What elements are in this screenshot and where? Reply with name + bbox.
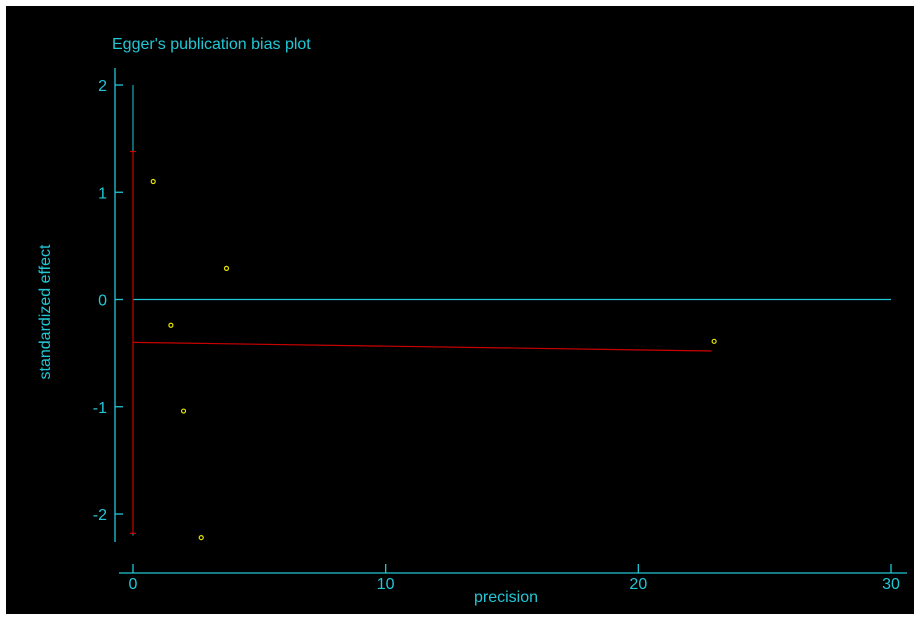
regression-line [132,341,712,352]
data-point [168,322,174,328]
data-point [198,534,204,541]
data-point [150,178,156,185]
y-tick-label: -2 [93,507,107,524]
data-point [223,265,230,271]
y-tick-label: 1 [98,185,107,202]
x-axis-label: precision [474,589,538,606]
chart-frame: Egger's publication bias plot precision … [6,6,914,614]
y-tick-label: 0 [98,293,107,310]
y-tick-label: -1 [93,400,107,417]
axes: 0 10 20 30 -2 -1 0 1 2 [93,68,907,593]
data-points [150,178,717,541]
plot-lines [130,85,891,536]
data-point [180,408,187,414]
y-tick-label: 2 [98,78,107,95]
egger-plot: Egger's publication bias plot precision … [37,36,907,606]
data-point [711,338,717,344]
x-tick-label: 10 [377,576,395,593]
x-tick-label: 0 [129,576,138,593]
x-tick-label: 30 [882,576,900,593]
chart-title: Egger's publication bias plot [112,36,311,53]
y-axis-label: standardized effect [37,244,54,379]
x-tick-label: 20 [629,576,647,593]
